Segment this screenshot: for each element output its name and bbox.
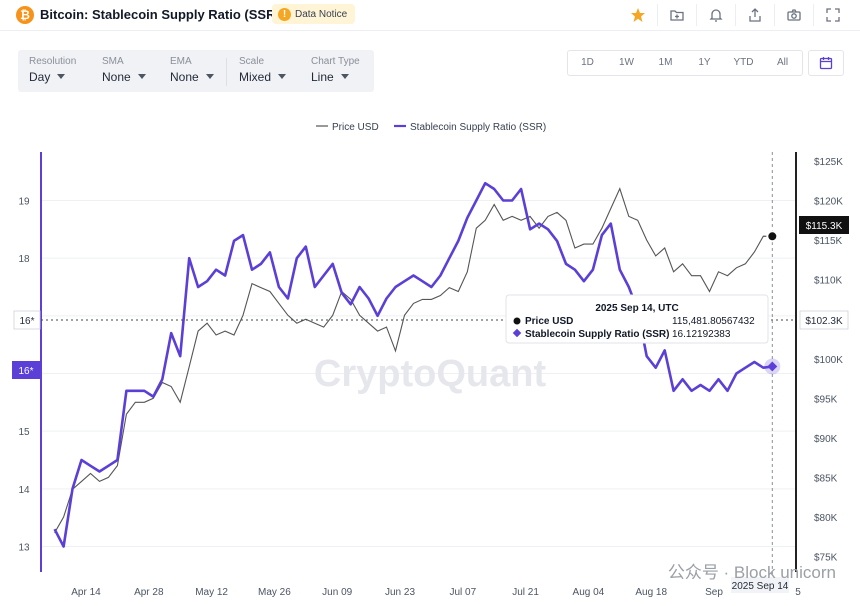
x-tick-label: Jun 23 xyxy=(385,587,415,598)
range-all-button[interactable]: All xyxy=(776,57,789,68)
chart-legend: Price USD Stablecoin Supply Ratio (SSR) xyxy=(316,122,546,133)
share-icon[interactable] xyxy=(735,4,774,26)
resolution-value: Day xyxy=(29,70,51,84)
crosshair-right-label: $102.3K xyxy=(799,310,849,330)
star-icon[interactable] xyxy=(619,4,657,26)
calendar-icon[interactable] xyxy=(808,50,844,76)
sma-label: SMA xyxy=(102,56,124,67)
tooltip-title: 2025 Sep 14, UTC xyxy=(595,303,678,314)
price-current-tag-label: $115.3K xyxy=(806,221,843,232)
crosshair-left-value: 16* xyxy=(19,316,34,327)
price-hover-dot xyxy=(766,230,779,243)
chevron-down-icon xyxy=(205,74,214,79)
tooltip-ssr-label: Stablecoin Supply Ratio (SSR) xyxy=(525,329,669,340)
ssr-hover-dot xyxy=(767,361,778,372)
legend-price-label[interactable]: Price USD xyxy=(332,122,379,133)
right-tick-label: $110K xyxy=(814,276,843,287)
right-tick-label: $85K xyxy=(814,473,838,484)
right-tick-label: $90K xyxy=(814,434,838,445)
tooltip-price-marker xyxy=(513,317,521,325)
chart-type-label: Chart Type xyxy=(311,56,360,67)
right-tick-label: $80K xyxy=(814,513,838,524)
range-buttons: 1D 1W 1M 1Y YTD All xyxy=(567,50,803,76)
right-tick-label: $95K xyxy=(814,394,838,405)
x-tick-label: Aug 18 xyxy=(635,587,667,598)
left-tick-label: 14 xyxy=(18,485,30,496)
cryptoquant-watermark: CryptoQuant xyxy=(314,353,547,395)
range-1m-button[interactable]: 1M xyxy=(658,57,673,68)
sma-select[interactable]: SMA None xyxy=(102,56,146,84)
x-tick-label: May 26 xyxy=(258,587,291,598)
resolution-select[interactable]: Resolution Day xyxy=(29,56,76,84)
top-bar: ₿ Bitcoin: Stablecoin Supply Ratio (SSR)… xyxy=(0,0,860,31)
fullscreen-icon[interactable] xyxy=(813,4,852,26)
crosshair-left-label: 16* xyxy=(13,310,41,330)
chart-controls: Resolution Day SMA None EMA None Scale M… xyxy=(18,50,374,92)
range-ytd-button[interactable]: YTD xyxy=(733,57,754,68)
left-tick-label: 19 xyxy=(18,197,30,208)
crosshair-right-value: $102.3K xyxy=(805,316,843,327)
crosshair-date-label: 2025 Sep 14 xyxy=(731,577,789,593)
chevron-down-icon xyxy=(340,74,349,79)
x-tick-label: 5 xyxy=(795,587,801,598)
social-watermark: 公众号 · Block unicorn xyxy=(668,563,836,582)
chart-type-select[interactable]: Chart Type Line xyxy=(311,56,360,84)
range-1w-button[interactable]: 1W xyxy=(619,57,634,68)
right-tick-label: $115K xyxy=(814,236,843,247)
chevron-down-icon xyxy=(278,74,287,79)
chevron-down-icon xyxy=(137,74,146,79)
bell-icon[interactable] xyxy=(696,4,735,26)
x-tick-label: May 12 xyxy=(195,587,228,598)
x-tick-label: Sep xyxy=(705,587,723,598)
left-tick-label: 18 xyxy=(18,254,30,265)
controls-divider xyxy=(226,58,227,86)
x-tick-label: Aug 04 xyxy=(573,587,605,598)
ema-value: None xyxy=(170,70,199,84)
x-tick-label: Jul 07 xyxy=(449,587,476,598)
x-tick-label: Jun 09 xyxy=(322,587,352,598)
ssr-current-flag-label: 16* xyxy=(18,366,33,377)
legend-ssr-label[interactable]: Stablecoin Supply Ratio (SSR) xyxy=(410,122,546,133)
price-current-tag: $115.3K xyxy=(799,216,849,234)
crosshair-date-value: 2025 Sep 14 xyxy=(732,581,789,592)
folder-plus-icon[interactable] xyxy=(657,4,696,26)
data-notice-badge[interactable]: ! Data Notice xyxy=(272,4,356,24)
scale-value: Mixed xyxy=(239,70,272,84)
price-usd-line[interactable] xyxy=(54,187,773,534)
x-tick-label: Apr 14 xyxy=(71,587,101,598)
chart-type-value: Line xyxy=(311,70,334,84)
tooltip-price-value: 115,481.80567432 xyxy=(672,316,755,327)
left-tick-label: 15 xyxy=(18,427,30,438)
x-tick-label: Apr 28 xyxy=(134,587,164,598)
resolution-label: Resolution xyxy=(29,56,77,67)
data-notice-label: Data Notice xyxy=(295,8,348,20)
right-tick-label: $120K xyxy=(814,197,843,208)
sma-value: None xyxy=(102,70,131,84)
ema-label: EMA xyxy=(170,56,192,67)
scale-select[interactable]: Scale Mixed xyxy=(239,56,287,84)
ema-select[interactable]: EMA None xyxy=(170,56,214,84)
left-tick-label: 13 xyxy=(18,543,30,554)
right-tick-label: $100K xyxy=(814,355,843,366)
tooltip: 2025 Sep 14, UTC Price USD 115,481.80567… xyxy=(505,294,769,344)
camera-icon[interactable] xyxy=(774,4,813,26)
range-1d-button[interactable]: 1D xyxy=(581,57,594,68)
toolbar-icons xyxy=(619,4,852,26)
tooltip-price-label: Price USD xyxy=(525,316,573,327)
chevron-down-icon xyxy=(57,74,66,79)
ssr-current-flag: 16* xyxy=(12,361,40,379)
x-axis-ticks: Apr 14 Apr 28 May 12 May 26 Jun 09 Jun 23 Jul … xyxy=(71,587,723,598)
x-tick-label: Jul 21 xyxy=(512,587,539,598)
tooltip-ssr-value: 16.12192383 xyxy=(672,329,731,340)
range-1y-button[interactable]: 1Y xyxy=(698,57,711,68)
right-tick-label: $125K xyxy=(814,157,843,168)
scale-label: Scale xyxy=(239,56,265,67)
bitcoin-coin-icon: ₿ xyxy=(16,6,34,24)
right-tick-label: $75K xyxy=(814,553,838,564)
tooltip-ssr-marker xyxy=(512,328,522,338)
warning-icon: ! xyxy=(278,7,291,21)
page-title: Bitcoin: Stablecoin Supply Ratio (SSR) xyxy=(40,7,280,22)
ssr-line[interactable] xyxy=(53,181,773,548)
